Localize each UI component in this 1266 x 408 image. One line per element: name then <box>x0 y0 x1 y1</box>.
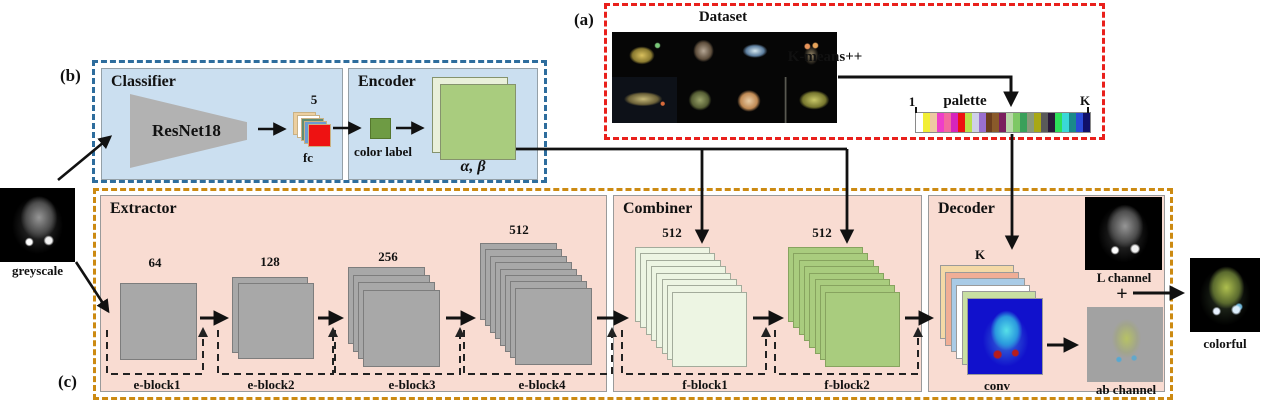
palette-tick-right <box>1087 107 1089 113</box>
e-block2-channels: 128 <box>260 254 280 269</box>
dataset-title: Dataset <box>698 9 748 25</box>
dataset-image-8 <box>777 77 837 123</box>
decoder-k-label: K <box>974 247 986 262</box>
l-channel-label: L channel <box>1096 270 1152 285</box>
palette-bar <box>915 112 1091 133</box>
e-block4-label: e-block4 <box>518 377 566 392</box>
group-c-label: (c) <box>58 372 77 391</box>
resnet18-label: ResNet18 <box>152 121 221 140</box>
encoder-title: Encoder <box>358 73 416 90</box>
e-block3-label: e-block3 <box>388 377 436 392</box>
ab-channel-label: ab channel <box>1095 382 1157 397</box>
kmeans-label: K-means++ <box>787 49 863 65</box>
dataset-collage <box>612 32 837 123</box>
group-b-box <box>92 60 547 183</box>
conv-label: conv <box>984 378 1010 393</box>
colorful-label: colorful <box>1203 336 1247 351</box>
f-block2-channels: 512 <box>812 225 832 240</box>
decoder-title: Decoder <box>938 200 995 217</box>
fc-count-label: 5 <box>310 92 318 107</box>
dataset-image-5 <box>612 77 677 123</box>
dataset-image-6 <box>677 77 723 123</box>
f-block1-channels: 512 <box>662 225 682 240</box>
conv-heatmap-image <box>967 298 1043 375</box>
group-a-box <box>604 3 1105 140</box>
l-channel-image <box>1085 197 1162 270</box>
dataset-image-4 <box>780 32 837 77</box>
combiner-title: Combiner <box>623 200 693 217</box>
e-block1-label: e-block1 <box>133 377 181 392</box>
dataset-image-1 <box>612 32 677 77</box>
e-block4-channels: 512 <box>509 222 529 237</box>
color-label-text: color label <box>354 144 412 159</box>
alpha-beta-label: α, β <box>460 158 486 175</box>
dataset-image-3 <box>730 32 780 77</box>
colorful-output-image <box>1190 258 1260 332</box>
extractor-title: Extractor <box>110 200 177 217</box>
e-block1-channels: 64 <box>148 255 162 270</box>
f-block2-label: f-block2 <box>824 377 870 392</box>
palette-label: palette <box>943 93 987 109</box>
group-a-label: (a) <box>574 10 594 29</box>
color-label-square <box>370 118 391 139</box>
dataset-image-7 <box>723 77 777 123</box>
palette-tick-left <box>915 107 917 113</box>
group-b-label: (b) <box>60 66 81 85</box>
e-block3-channels: 256 <box>378 249 398 264</box>
greyscale-label: greyscale <box>11 263 64 278</box>
ab-channel-image <box>1087 307 1163 382</box>
e-block2-label: e-block2 <box>247 377 295 392</box>
classifier-title: Classifier <box>111 73 176 90</box>
fc-label: fc <box>302 150 314 165</box>
dataset-image-2 <box>677 32 730 77</box>
plus-sign: + <box>1116 283 1128 305</box>
f-block1-label: f-block1 <box>682 377 728 392</box>
palette-end-label: K <box>1079 93 1091 108</box>
greyscale-input-image <box>0 188 75 262</box>
